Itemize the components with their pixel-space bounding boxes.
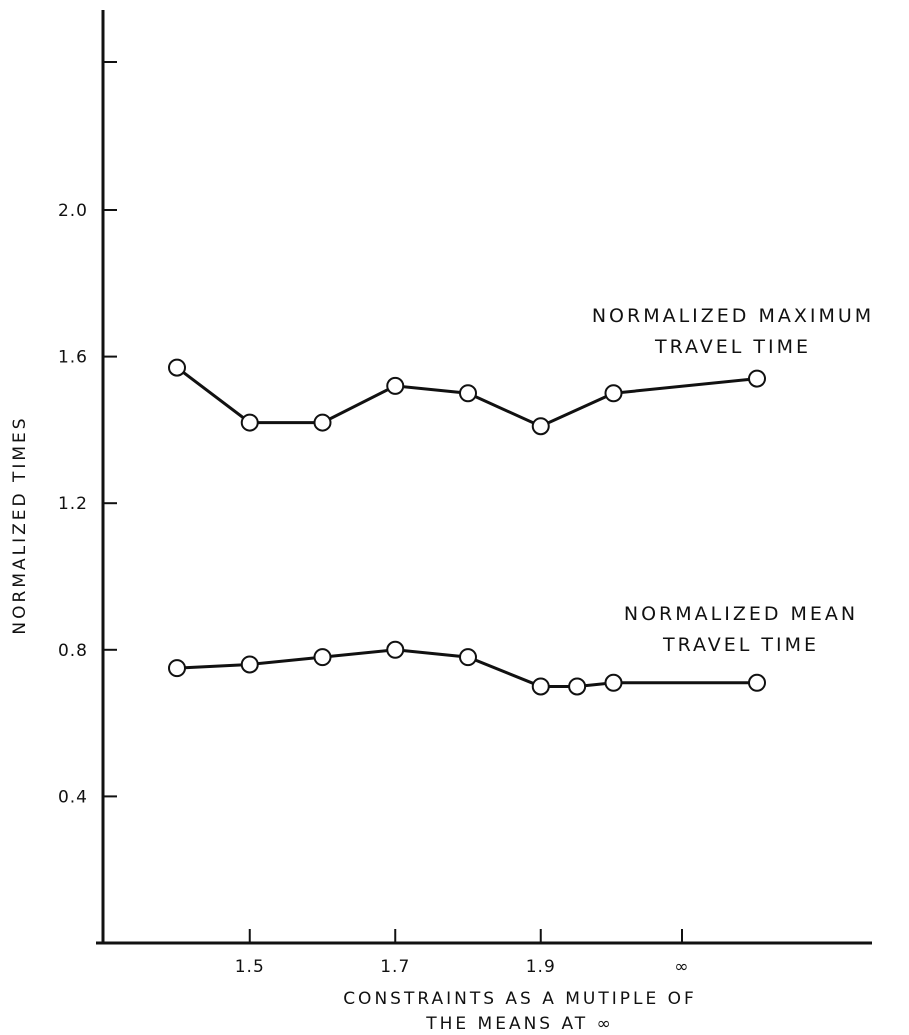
- mean-travel-time-point: [748, 673, 766, 692]
- max-travel-time-line: [176, 366, 758, 428]
- max-series-label: NORMALIZED MAXIMUM: [592, 305, 874, 327]
- max-travel-time-point: [386, 376, 405, 395]
- x-ticks: 1.5 1.7 1.9 ∞: [235, 929, 689, 977]
- mean-travel-time-point: [313, 648, 332, 667]
- mean-travel-time-point: [459, 648, 477, 667]
- max-travel-time-point: [604, 384, 623, 403]
- chart-axes: [96, 10, 872, 945]
- max-travel-time-point: [313, 413, 332, 432]
- max-travel-time-point: [748, 369, 766, 388]
- mean-travel-time-point: [568, 677, 587, 696]
- y-ticks: 0.4 0.8 1.2 1.6 2.0: [58, 61, 117, 807]
- series-labels: NORMALIZED MAXIMUM TRAVEL TIME NORMALIZED …: [592, 305, 874, 656]
- max-travel-time-point: [168, 358, 186, 377]
- y-tick-label: 1.2: [58, 494, 88, 514]
- max-travel-time-point: [240, 413, 259, 432]
- x-tick-label: ∞: [674, 957, 689, 977]
- max-travel-time-point: [531, 417, 550, 436]
- y-tick-label: 1.6: [58, 348, 88, 368]
- series-group: [168, 358, 766, 696]
- mean-travel-time-point: [240, 655, 259, 674]
- y-tick-label: 0.8: [58, 641, 88, 661]
- x-tick-label: 1.9: [526, 957, 556, 977]
- mean-travel-time-point: [604, 673, 623, 692]
- y-tick-label: 0.4: [58, 787, 88, 807]
- mean-series-label: NORMALIZED MEAN: [624, 603, 858, 625]
- x-axis-label-line-2: THE MEANS AT ∞: [425, 1014, 614, 1034]
- mean-travel-time-point: [531, 677, 550, 696]
- y-axis-label: NORMALIZED TIMES: [10, 415, 30, 634]
- mean-travel-time-point: [386, 640, 405, 659]
- x-tick-label: 1.7: [380, 957, 410, 977]
- x-tick-label: 1.5: [235, 957, 265, 977]
- max-travel-time-point: [459, 384, 477, 403]
- max-series-label: TRAVEL TIME: [654, 336, 811, 358]
- y-tick-label: 2.0: [58, 201, 88, 221]
- mean-travel-time-point: [168, 659, 186, 678]
- x-axis-label-line-1: CONSTRAINTS AS A MUTIPLE OF: [343, 989, 697, 1009]
- mean-series-label: TRAVEL TIME: [662, 634, 819, 656]
